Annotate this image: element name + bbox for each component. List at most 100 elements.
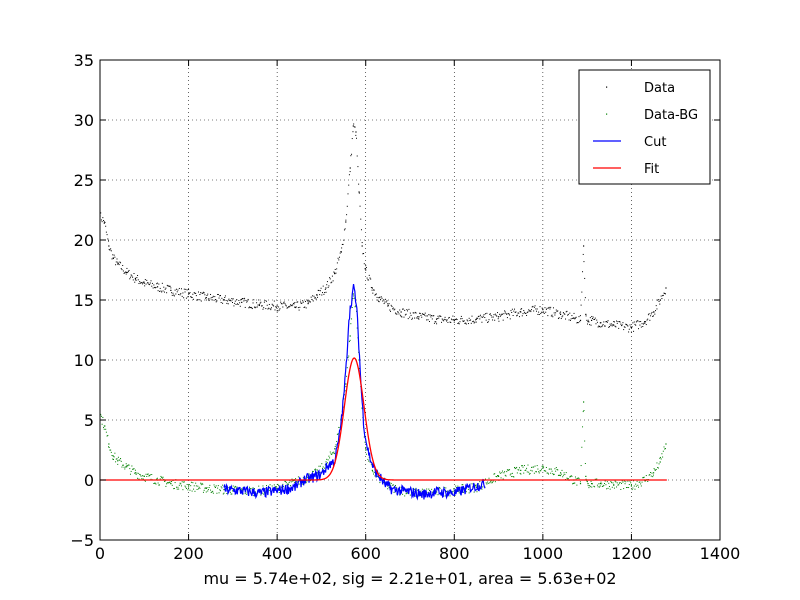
data-point	[326, 458, 328, 460]
data-point	[525, 312, 527, 314]
data-point	[558, 474, 560, 476]
data-point	[187, 293, 190, 295]
data-point	[259, 302, 261, 304]
data-point	[378, 472, 380, 474]
data-point	[657, 466, 659, 468]
data-point	[618, 484, 620, 486]
data-point	[275, 306, 277, 308]
data-point	[559, 474, 561, 476]
data-point	[548, 307, 550, 309]
data-point	[571, 475, 573, 477]
data-point	[573, 317, 575, 319]
data-point	[302, 483, 304, 485]
data-point	[584, 440, 586, 442]
y-tick-label: 35	[74, 51, 94, 70]
cut-line	[223, 283, 486, 501]
data-point	[154, 286, 156, 288]
data-point	[443, 318, 445, 320]
data-point	[330, 453, 332, 455]
data-point	[198, 486, 200, 488]
data-point	[178, 287, 180, 289]
data-point	[434, 321, 436, 323]
data-point	[474, 484, 476, 486]
data-point	[524, 312, 526, 314]
data-point	[528, 471, 530, 473]
data-point	[273, 484, 275, 486]
data-point	[216, 300, 218, 302]
data-point	[350, 155, 352, 157]
data-point	[587, 485, 589, 487]
data-point	[584, 297, 586, 299]
data-point	[516, 314, 518, 316]
data-point	[537, 468, 539, 470]
data-point	[179, 294, 181, 296]
data-point	[506, 317, 508, 319]
data-point	[613, 321, 615, 323]
data-point	[586, 323, 588, 325]
data-point	[178, 293, 180, 295]
data-point	[173, 294, 175, 296]
data-point	[141, 478, 143, 480]
data-point	[582, 426, 584, 428]
data-point	[624, 483, 626, 485]
data-point	[559, 472, 562, 474]
data-point	[190, 481, 192, 483]
data-point	[613, 321, 615, 323]
data-point	[397, 311, 399, 313]
data-point	[580, 304, 582, 306]
data-point	[574, 482, 576, 484]
data-point	[635, 324, 637, 326]
data-point	[122, 464, 124, 466]
data-point	[630, 327, 633, 329]
data-point	[557, 469, 559, 471]
data-point	[590, 483, 593, 485]
data-point	[585, 313, 587, 315]
data-point	[244, 306, 246, 308]
data-point	[449, 321, 451, 323]
data-point	[210, 491, 212, 493]
data-point	[134, 277, 137, 279]
data-point	[411, 318, 413, 320]
data-point	[187, 489, 189, 491]
data-point	[228, 298, 230, 300]
data-point	[497, 318, 499, 320]
data-point	[102, 217, 104, 219]
data-point	[287, 306, 289, 308]
y-tick-label: 15	[74, 291, 94, 310]
data-point	[473, 322, 475, 324]
data-point	[350, 323, 352, 325]
data-point	[563, 313, 565, 315]
data-point	[404, 495, 406, 497]
data-point	[415, 487, 417, 489]
data-point	[103, 219, 105, 221]
data-point	[251, 307, 253, 309]
data-point	[441, 318, 443, 320]
data-point	[232, 301, 234, 303]
data-point	[637, 320, 639, 322]
data-point	[622, 481, 624, 483]
data-point	[598, 483, 600, 485]
data-point	[604, 325, 606, 327]
data-point	[160, 290, 162, 292]
data-point	[605, 321, 607, 323]
data-point	[528, 310, 530, 312]
data-point	[270, 307, 272, 309]
data-point	[602, 485, 604, 487]
data-point	[127, 464, 129, 466]
data-point	[323, 293, 325, 295]
data-point	[405, 493, 407, 495]
data-point	[188, 289, 190, 291]
data-point	[590, 319, 593, 321]
data-point	[637, 484, 639, 486]
data-point	[338, 426, 340, 428]
data-point	[568, 319, 570, 321]
data-point	[407, 492, 409, 494]
data-point	[125, 273, 127, 275]
data-point	[182, 489, 184, 491]
data-point	[393, 309, 395, 311]
data-point	[315, 298, 317, 300]
data-point	[578, 316, 580, 318]
data-point	[564, 313, 566, 315]
data-point	[233, 488, 235, 490]
data-point	[117, 261, 119, 263]
